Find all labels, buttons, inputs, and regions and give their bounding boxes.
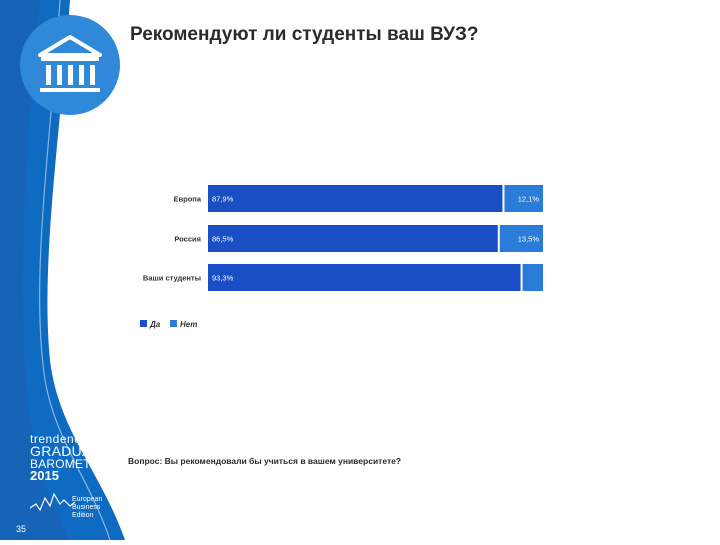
bar-segment <box>499 225 543 252</box>
bar-segment <box>208 264 521 291</box>
barometer-year: 2015 <box>30 468 59 483</box>
edition-line: Edition <box>72 512 94 519</box>
barometer-line-2: GRADUATE <box>30 443 110 459</box>
trend-line-icon <box>30 492 75 512</box>
university-building-icon <box>38 35 102 92</box>
bar-segment <box>208 185 503 212</box>
barometer-edition: European Business Edition <box>72 496 102 520</box>
legend-label: Да <box>149 320 161 329</box>
category-label: Россия <box>174 235 201 244</box>
data-label: 12,1% <box>518 195 540 204</box>
legend-swatch <box>170 320 177 327</box>
edition-line: European <box>72 496 103 503</box>
side-panel <box>0 0 130 541</box>
barometer-line-1: trendence <box>30 432 88 446</box>
data-label: 93,3% <box>212 274 234 283</box>
legend-swatch <box>140 320 147 327</box>
barometer-logo: trendence GRADUATE BAROMETER 2015 Europe… <box>30 430 110 530</box>
category-label: Ваши студенты <box>143 274 201 283</box>
bar-segment <box>504 185 543 212</box>
data-label: 13,5% <box>518 235 540 244</box>
data-label: 86,5% <box>212 235 234 244</box>
edition-line: Business <box>72 504 101 511</box>
data-label: 87,9% <box>212 195 234 204</box>
question-text: Вопрос: Вы рекомендовали бы учиться в ва… <box>128 456 402 466</box>
category-label: Европа <box>174 195 202 204</box>
bar-segment <box>522 264 543 291</box>
barometer-line-3: BAROMETER <box>30 457 108 471</box>
page-title: Рекомендуют ли студенты ваш ВУЗ? <box>130 24 479 45</box>
legend-label: Нет <box>180 320 197 329</box>
side-panel-shape <box>0 0 125 541</box>
logo-badge <box>20 15 120 115</box>
bar-segment <box>208 225 498 252</box>
page-number: 35 <box>16 524 27 534</box>
